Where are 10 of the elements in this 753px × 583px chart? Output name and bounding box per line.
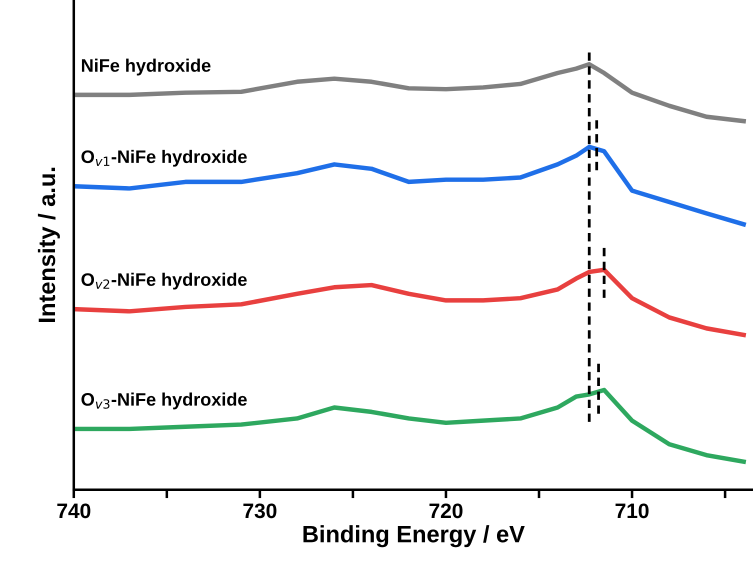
x-tick-label: 740 [57,503,90,518]
series-label: O$_{v2}$-NiFe hydroxide [81,272,247,290]
x-tick-label: 720 [429,503,462,518]
x-tick-label: 710 [616,503,649,518]
series-label: NiFe hydroxide [82,58,211,76]
series-label: O$_{v3}$-NiFe hydroxide [81,392,247,410]
y-axis-title: Intensity / a.u. [38,168,60,322]
x-tick-label: 730 [243,503,276,518]
series-label: O$_{v1}$-NiFe hydroxide [81,150,247,167]
x-axis-title: Binding Energy / eV [303,525,525,548]
